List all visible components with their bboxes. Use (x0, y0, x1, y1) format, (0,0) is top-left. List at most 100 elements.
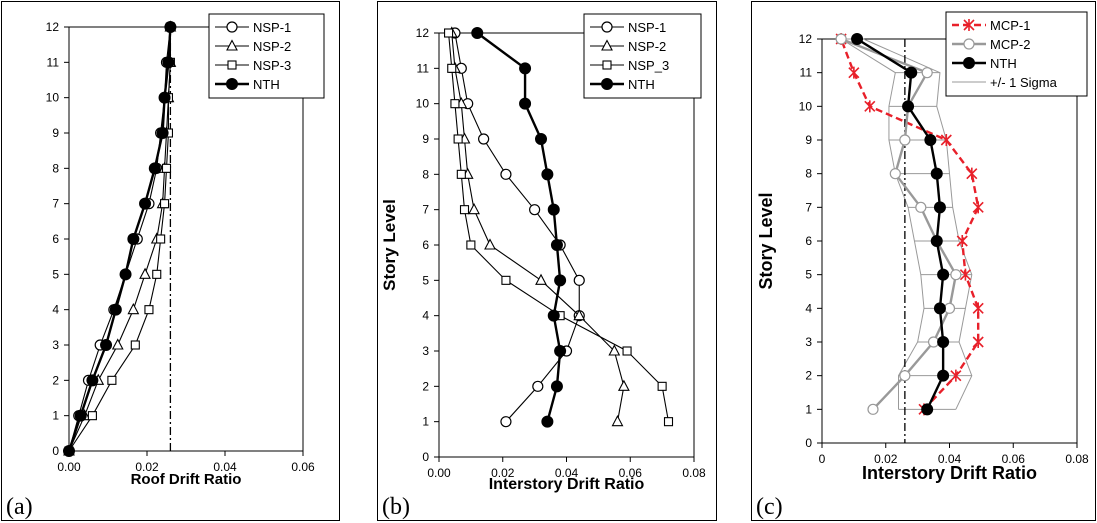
data-point (86, 374, 99, 387)
data-point (535, 273, 547, 285)
data-point (617, 379, 630, 391)
data-point (622, 346, 632, 356)
legend-label: NSP-2 (253, 39, 291, 54)
panel-label: (b) (382, 494, 410, 520)
y-tick-label: 0 (422, 450, 429, 464)
data-point (63, 445, 75, 457)
data-point (905, 66, 918, 79)
y-tick-label: 10 (416, 97, 430, 111)
data-point (950, 369, 962, 382)
data-point (937, 336, 950, 348)
data-point (972, 201, 984, 214)
legend-label: MCP-2 (990, 37, 1030, 52)
y-tick-label: 6 (422, 238, 429, 252)
legend-label: MCP-1 (990, 18, 1030, 33)
y-tick-label: 1 (422, 415, 429, 429)
data-point (611, 414, 624, 427)
data-point (921, 403, 934, 416)
y-tick-label: 10 (46, 91, 60, 105)
data-point (663, 417, 674, 427)
legend-label: NTH (628, 77, 655, 92)
data-point (573, 308, 586, 321)
chart-panel-b: 0.00 0.02 0.04 0.06 0.08 0 1 2 3 4 5 6 7 8 9 10 11 12 Inte… (377, 1, 717, 521)
y-tick-label: 11 (47, 55, 60, 69)
y-tick-label: 4 (422, 309, 429, 323)
data-point (447, 63, 457, 73)
y-tick-label: 2 (52, 373, 59, 387)
data-point (468, 202, 480, 215)
data-point (158, 91, 171, 104)
legend-marker (226, 78, 238, 90)
legend-marker (226, 21, 238, 33)
data-point (484, 238, 496, 250)
data-point (541, 415, 554, 428)
data-point (139, 267, 151, 279)
chart-panel-a: 0.00 0.02 0.04 0.06 0 1 2 3 4 5 6 7 8 9 10 11 12 Roof Dri… (1, 1, 340, 521)
data-point (608, 344, 621, 356)
legend-marker (963, 38, 975, 50)
x-tick-label: 0.04 (213, 460, 237, 474)
data-point (471, 27, 484, 39)
sigma-upper-line (863, 38, 973, 410)
data-point (500, 416, 512, 428)
data-point (529, 204, 541, 216)
data-point (550, 239, 563, 251)
x-tick-label: 0.02 (874, 452, 898, 466)
x-tick-label: 0 (819, 452, 826, 466)
x-tick-label: 0.04 (555, 466, 579, 480)
y-tick-label: 0 (52, 444, 59, 458)
data-point (889, 168, 901, 180)
legend-marker (601, 21, 613, 33)
x-tick-label: 0.06 (291, 460, 315, 474)
data-point (972, 302, 984, 315)
data-point (164, 21, 177, 33)
data-point (554, 274, 567, 287)
legend-label: NSP_3 (628, 58, 669, 73)
data-point (924, 134, 937, 146)
series-line (448, 32, 670, 422)
legend: NSP-1 NSP-2 NSP_3 NTH (583, 13, 702, 99)
data-point (550, 380, 563, 393)
data-point (915, 201, 927, 213)
x-tick-label: 0.00 (427, 466, 451, 480)
data-point (156, 234, 166, 244)
data-point (848, 66, 860, 79)
data-point (657, 381, 667, 391)
y-tick-label: 2 (805, 369, 812, 383)
data-point (927, 336, 940, 348)
data-point (937, 268, 950, 281)
y-tick-label: 9 (422, 132, 429, 146)
data-point (161, 163, 172, 173)
series-line (840, 38, 980, 411)
series-nth (851, 33, 950, 416)
data-point (119, 268, 132, 281)
y-tick-label: 4 (805, 301, 812, 315)
y-tick-label: 8 (52, 161, 59, 175)
series-nth (471, 27, 567, 428)
y-tick-label: 3 (52, 338, 59, 352)
y-tick-label: 10 (799, 99, 813, 113)
y-tick-label: 3 (422, 344, 429, 358)
data-point (933, 302, 946, 315)
y-tick-label: 5 (52, 267, 59, 281)
series-line (454, 32, 580, 423)
data-point (444, 28, 454, 38)
y-tick-label: 8 (805, 167, 812, 181)
series-nsp-1 (449, 27, 585, 428)
y-tick-label: 8 (422, 167, 429, 181)
data-point (156, 127, 169, 139)
data-point (466, 240, 476, 250)
data-point (864, 100, 876, 113)
data-point (100, 339, 113, 351)
data-point (74, 409, 87, 422)
data-point (127, 233, 140, 245)
x-tick-label: 0.06 (619, 466, 643, 480)
y-tick-label: 0 (805, 436, 812, 450)
legend: MCP-1 MCP-2 NTH +/- 1 Sigma (945, 11, 1088, 97)
legend-marker (601, 78, 613, 90)
y-tick-label: 11 (417, 61, 430, 75)
data-point (921, 67, 933, 79)
y-tick-label: 9 (805, 133, 812, 147)
x-axis-title: Roof Drift Ratio (131, 471, 242, 488)
data-point (899, 134, 911, 146)
